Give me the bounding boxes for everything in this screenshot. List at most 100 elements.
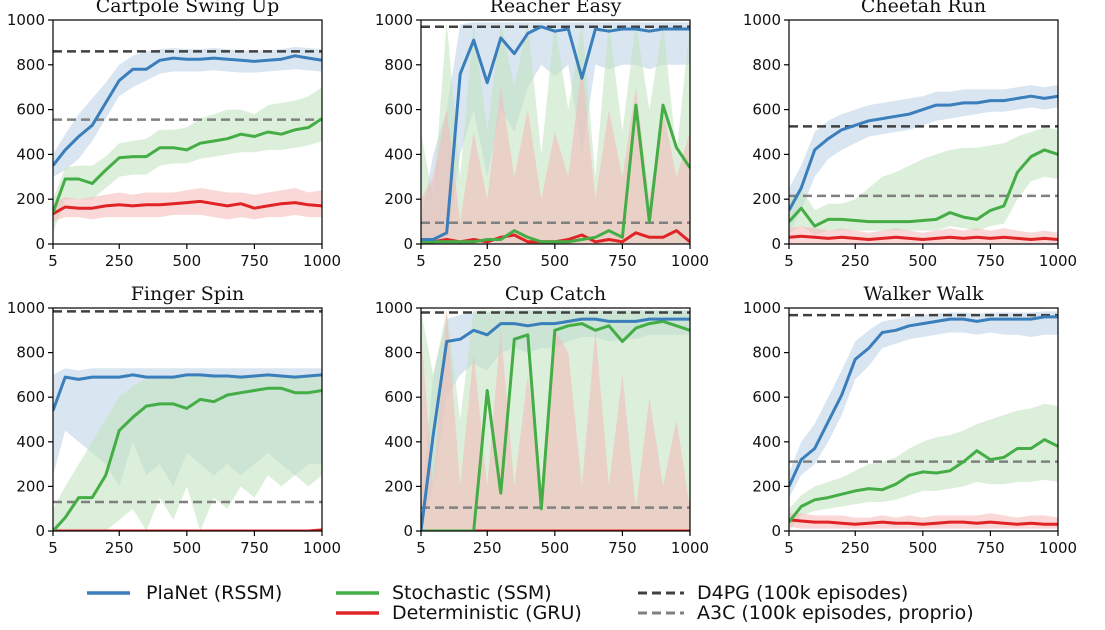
legend-label-deterministic: Deterministic (GRU) — [392, 602, 582, 624]
stochastic-band — [53, 87, 322, 233]
y-tick-label: 200 — [752, 190, 781, 208]
plot-area — [53, 46, 322, 233]
stochastic-line — [421, 103, 690, 244]
x-tick-label: 750 — [976, 539, 1005, 557]
stochastic-line — [789, 148, 1058, 228]
planet-line — [421, 317, 690, 531]
y-tick-label: 0 — [35, 235, 45, 253]
deterministic-band — [421, 310, 690, 531]
deterministic-band — [421, 64, 690, 244]
plot-area — [53, 310, 322, 531]
y-tick-label: 600 — [752, 101, 781, 119]
x-tick-label: 250 — [841, 539, 870, 557]
x-tick-label: 750 — [240, 539, 269, 557]
y-tick-label: 200 — [384, 190, 413, 208]
x-tick-label: 750 — [240, 252, 269, 270]
axes-frame — [52, 19, 323, 245]
y-tick-label: 600 — [384, 101, 413, 119]
x-tick-label: 500 — [173, 539, 202, 557]
subplot-title: Finger Spin — [131, 283, 245, 305]
x-tick-label: 750 — [608, 252, 637, 270]
y-tick-label: 0 — [35, 522, 45, 540]
x-tick-label: 1000 — [303, 252, 341, 270]
x-tick-label: 750 — [976, 252, 1005, 270]
plot-area — [789, 311, 1058, 531]
legend-label-d4pg: D4PG (100k episodes) — [697, 582, 908, 604]
planet-line — [53, 54, 322, 167]
subplot-title: Cheetah Run — [861, 0, 986, 17]
stochastic-line — [53, 386, 322, 531]
subplot-title: Reacher Easy — [490, 0, 622, 17]
x-tick-label: 5 — [416, 252, 426, 270]
legend: PlaNet (RSSM) Stochastic (SSM) Determini… — [87, 582, 974, 624]
subplot-title: Cup Catch — [505, 283, 606, 305]
x-tick-label: 5 — [48, 539, 58, 557]
subplot-1: 0 200 400 600 800 1000 5 250 500 750 1000 Cartpole … — [7, 0, 341, 270]
stochastic-band — [789, 127, 1058, 235]
y-tick-label: 400 — [16, 433, 45, 451]
y-tick-label: 1000 — [375, 299, 413, 317]
y-tick-label: 0 — [771, 522, 781, 540]
y-tick-label: 0 — [403, 235, 413, 253]
x-tick-label: 5 — [416, 539, 426, 557]
planet-line — [789, 315, 1058, 488]
y-tick-label: 0 — [771, 235, 781, 253]
y-tick-label: 600 — [16, 101, 45, 119]
y-tick-label: 200 — [16, 190, 45, 208]
x-tick-label: 1000 — [1039, 252, 1077, 270]
y-tick-label: 600 — [384, 388, 413, 406]
x-tick-label: 250 — [473, 539, 502, 557]
deterministic-line — [789, 234, 1058, 241]
subplot-6: 0 200 400 600 800 1000 5 250 500 750 1000 Walker Wa… — [743, 283, 1077, 557]
x-tick-label: 500 — [909, 539, 938, 557]
y-tick-label: 800 — [752, 344, 781, 362]
x-tick-label: 500 — [909, 252, 938, 270]
x-tick-label: 250 — [841, 252, 870, 270]
subplot-5: 0 200 400 600 800 1000 5 250 500 750 1000 Cup Catch — [375, 283, 709, 557]
y-tick-label: 1000 — [7, 299, 45, 317]
planet-line — [789, 94, 1058, 212]
deterministic-line — [53, 199, 322, 216]
x-tick-label: 1000 — [1039, 539, 1077, 557]
legend-label-a3c: A3C (100k episodes, proprio) — [697, 602, 974, 624]
axes-frame — [52, 307, 323, 532]
x-tick-label: 5 — [784, 539, 794, 557]
y-tick-label: 0 — [403, 522, 413, 540]
x-tick-label: 1000 — [671, 252, 709, 270]
legend-label-planet: PlaNet (RSSM) — [146, 582, 282, 604]
plot-area — [789, 85, 1058, 244]
deterministic-band — [53, 188, 322, 222]
subplot-title: Walker Walk — [864, 283, 984, 305]
y-tick-label: 800 — [384, 344, 413, 362]
stochastic-line — [53, 117, 322, 214]
stochastic-line — [421, 319, 690, 531]
y-tick-label: 800 — [16, 56, 45, 74]
subplot-3: 0 200 400 600 800 1000 5 250 500 750 1000 Cheetah R… — [743, 0, 1077, 270]
x-tick-label: 1000 — [671, 539, 709, 557]
planet-line — [421, 25, 690, 241]
y-tick-label: 400 — [384, 433, 413, 451]
y-tick-label: 1000 — [375, 11, 413, 29]
subplot-title: Cartpole Swing Up — [96, 0, 280, 17]
y-tick-label: 200 — [752, 477, 781, 495]
planet-band — [789, 85, 1058, 233]
x-tick-label: 250 — [105, 539, 134, 557]
x-tick-label: 250 — [473, 252, 502, 270]
y-tick-label: 400 — [16, 145, 45, 163]
y-tick-label: 200 — [384, 477, 413, 495]
axes-frame — [420, 307, 691, 532]
x-tick-label: 500 — [541, 539, 570, 557]
y-tick-label: 400 — [752, 145, 781, 163]
legend-label-stochastic: Stochastic (SSM) — [392, 582, 552, 604]
y-tick-label: 400 — [752, 433, 781, 451]
y-tick-label: 600 — [752, 388, 781, 406]
x-tick-label: 500 — [541, 252, 570, 270]
x-tick-label: 750 — [608, 539, 637, 557]
subplot-2: 0 200 400 600 800 1000 5 250 500 750 1000 Reacher E… — [375, 0, 709, 270]
y-tick-label: 1000 — [7, 11, 45, 29]
stochastic-line — [789, 438, 1058, 524]
x-tick-label: 5 — [48, 252, 58, 270]
axes-frame — [788, 19, 1059, 245]
